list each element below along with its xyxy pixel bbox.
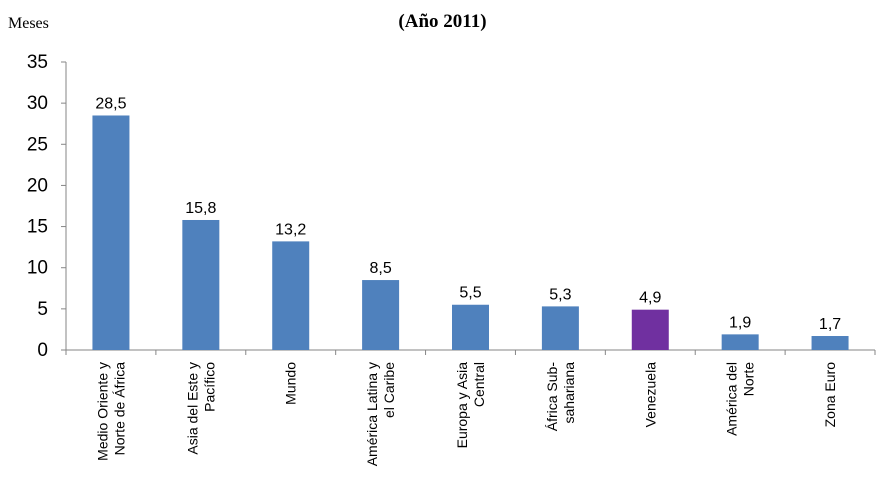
x-category-label-line: Mundo	[283, 362, 299, 405]
x-category-label-line: Norte de África	[111, 362, 127, 456]
y-tick-label: 35	[27, 52, 48, 73]
chart-subtitle: (Año 2011)	[398, 11, 487, 32]
x-category-label-line: Zona Euro	[822, 362, 838, 428]
x-category-label: Mundo	[283, 362, 299, 405]
x-category-label-line: América del	[724, 362, 740, 436]
x-category-label: Medio Oriente y Norte de África	[94, 362, 127, 461]
bar	[541, 306, 579, 350]
x-category-label-line: el Caribe	[381, 362, 397, 418]
x-category-label-line: América Latina y	[364, 362, 380, 466]
bar	[92, 115, 130, 350]
y-tick-label: 25	[27, 134, 48, 155]
y-tick-label: 15	[27, 217, 48, 238]
x-category-label-line: África Sub-	[544, 362, 560, 432]
y-tick-label: 5	[37, 299, 48, 320]
bar	[721, 334, 759, 350]
x-category-label: Europa y Asia Central	[454, 362, 487, 449]
y-tick-label: 0	[37, 340, 48, 361]
bar-value-label: 13,2	[275, 221, 306, 238]
bar	[272, 241, 310, 350]
bar	[452, 304, 489, 350]
bar-value-label: 4,9	[639, 290, 661, 307]
bar	[182, 219, 220, 350]
bar	[811, 336, 849, 350]
bar-value-label: 1,7	[819, 316, 841, 333]
x-category-label: América Latina y el Caribe	[364, 362, 397, 466]
y-tick-label: 30	[27, 93, 48, 114]
x-category-label-line: Central	[471, 362, 487, 407]
x-category-label-line: Medio Oriente y	[94, 362, 110, 461]
x-category-label: África Sub-sahariana	[544, 362, 577, 432]
x-category-label: Asia del Este y Pacífico	[184, 362, 217, 455]
bar-value-label: 28,5	[95, 95, 126, 112]
x-category-label: Zona Euro	[822, 362, 838, 428]
bar-value-label: 15,8	[185, 200, 216, 217]
x-category-label-line: sahariana	[561, 362, 577, 424]
y-tick-label: 10	[27, 258, 48, 279]
x-category-label-line: Venezuela	[642, 362, 658, 428]
bar-value-label: 5,3	[549, 286, 571, 303]
x-category-label-line: Europa y Asia	[454, 362, 470, 449]
bar	[362, 280, 400, 350]
x-category-label-line: Pacífico	[201, 362, 217, 412]
x-category-label-line: Norte	[741, 362, 757, 396]
y-axis-label: Meses	[8, 15, 49, 32]
y-tick-label: 20	[27, 175, 48, 196]
bar-value-label: 1,9	[729, 314, 751, 331]
x-category-label-line: Asia del Este y	[184, 362, 200, 455]
x-category-label: Venezuela	[642, 362, 658, 428]
bar-value-label: 8,5	[369, 260, 391, 277]
bar-value-label: 5,5	[459, 285, 481, 302]
x-category-label: América del Norte	[724, 362, 757, 436]
bar	[631, 309, 669, 350]
